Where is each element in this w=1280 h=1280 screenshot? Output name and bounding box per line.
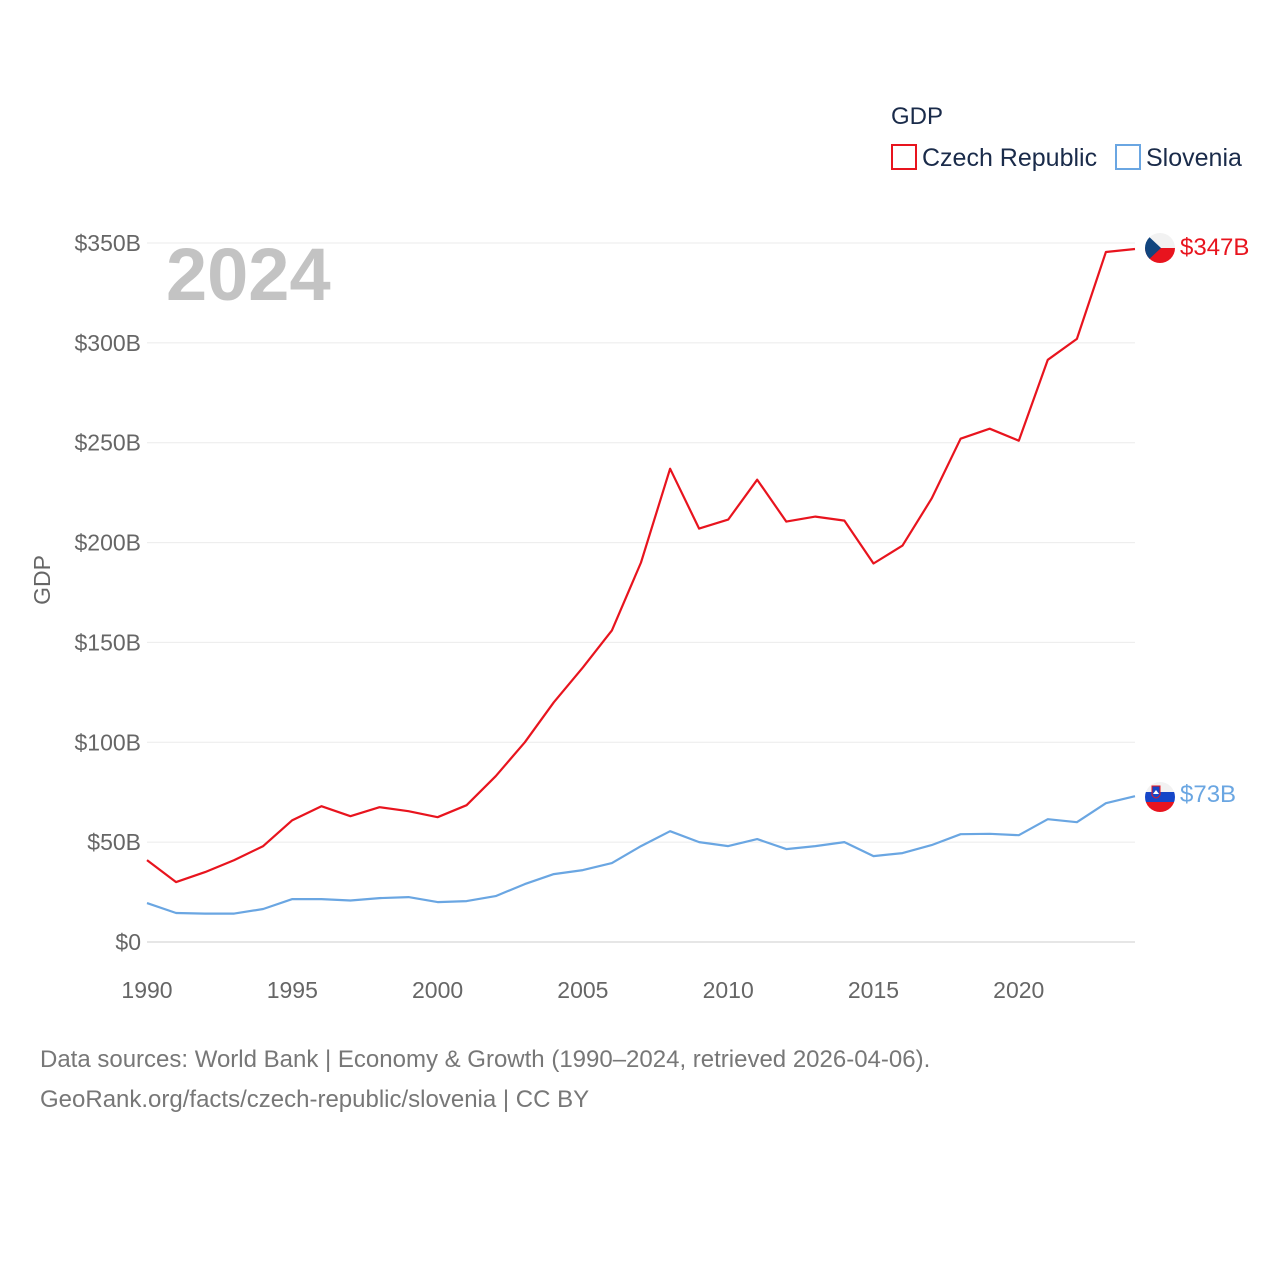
y-tick-label: $300B	[74, 330, 141, 356]
y-tick-label: $150B	[74, 629, 141, 655]
x-tick-label: 2010	[703, 977, 754, 1003]
x-tick-label: 1990	[121, 977, 172, 1003]
legend-title: GDP	[891, 103, 943, 130]
source-url-text: GeoRank.org/facts/czech-republic/sloveni…	[40, 1086, 590, 1113]
y-axis-label: GDP	[29, 555, 55, 605]
czech-end-value-label: $347B	[1180, 234, 1249, 261]
y-tick-label: $50B	[87, 829, 141, 855]
legend-swatch-slovenia	[1115, 144, 1141, 170]
slovenia-flag-icon	[1145, 782, 1175, 812]
y-tick-label: $0	[115, 929, 141, 955]
legend-label-slovenia: Slovenia	[1146, 144, 1242, 172]
y-tick-label: $350B	[74, 230, 141, 256]
gridlines	[147, 242, 1135, 943]
x-tick-label: 2015	[848, 977, 899, 1003]
series-line-czech-republic	[146, 247, 1136, 884]
legend-item-czech-republic[interactable]: Czech Republic	[891, 144, 1097, 172]
year-label: 2024	[166, 233, 331, 316]
y-tick-label: $250B	[74, 430, 141, 456]
series-lines	[146, 247, 1136, 915]
data-sources-text: Data sources: World Bank | Economy & Gro…	[40, 1046, 931, 1073]
czech-flag-icon	[1145, 233, 1175, 263]
series-line-slovenia	[146, 795, 1136, 915]
x-tick-label: 1995	[267, 977, 318, 1003]
x-tick-label: 2000	[412, 977, 463, 1003]
y-tick-label: $100B	[74, 729, 141, 755]
x-tick-label: 2020	[993, 977, 1044, 1003]
legend-swatch-czech-republic	[891, 144, 917, 170]
x-tick-label: 2005	[557, 977, 608, 1003]
footer: Data sources: World Bank | Economy & Gro…	[40, 1040, 1240, 1120]
slovenia-end-value-label: $73B	[1180, 781, 1236, 808]
legend: GDP Czech Republic Slovenia	[891, 103, 1242, 172]
y-tick-label: $200B	[74, 530, 141, 556]
legend-label-czech-republic: Czech Republic	[922, 144, 1097, 172]
legend-item-slovenia[interactable]: Slovenia	[1115, 144, 1242, 172]
y-axis-ticks: $0 $50B $100B $150B $200B $250B $300B $350B	[74, 230, 141, 955]
x-axis-ticks: 1990 1995 2000 2005 2010 2015 2020	[121, 977, 1044, 1003]
